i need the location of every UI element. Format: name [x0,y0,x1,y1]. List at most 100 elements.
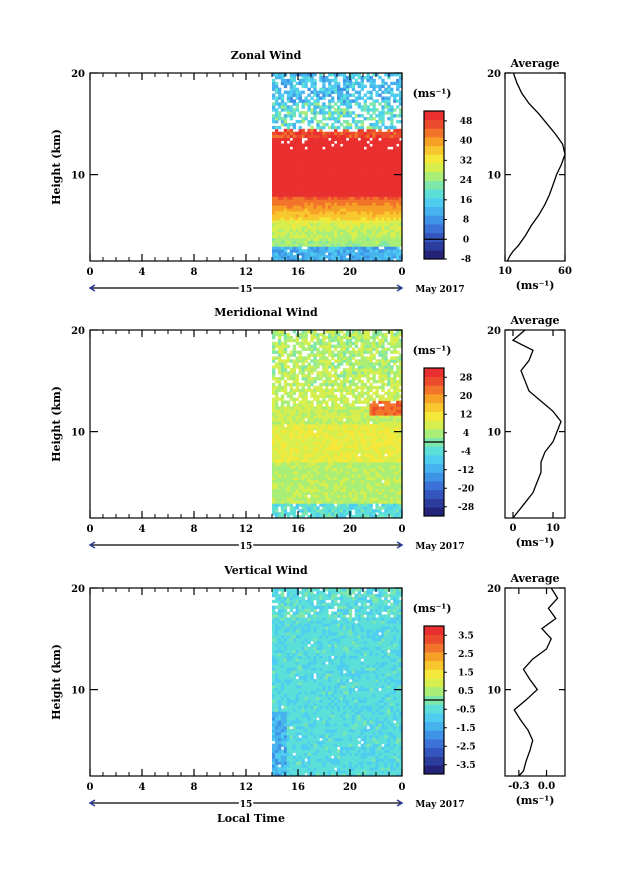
heatmap-cell [319,181,323,186]
heatmap-cell [393,482,397,487]
heatmap-cell [399,500,403,504]
heatmap-cell [354,473,359,478]
heatmap-cell [331,456,335,460]
heatmap-cell [286,344,291,349]
heatmap-cell [289,415,294,419]
heatmap-cell [331,512,335,516]
heatmap-cell [396,515,400,519]
heatmap-cell [274,246,279,250]
heatmap-cell [322,175,326,180]
heatmap-cell [325,202,329,206]
heatmap-cell [357,391,362,396]
heatmap-cell [357,412,362,416]
heatmap-cell [342,255,347,259]
heatmap-cell [272,512,276,516]
heatmap-cell [387,409,391,413]
heatmap-cell [342,161,347,165]
heatmap-cell [316,199,320,203]
heatmap-cell [337,140,341,144]
heatmap-cell [387,237,391,241]
heatmap-cell [360,379,364,384]
heatmap-cell [334,125,338,130]
heatmap-cell [325,161,329,165]
heatmap-cell [313,435,317,440]
heatmap-cell [274,222,279,227]
heatmap-cell [295,190,299,194]
heatmap-cell [277,90,282,94]
heatmap-cell [313,90,317,94]
heatmap-cell [399,377,403,381]
heatmap-cell [375,362,379,366]
heatmap-cell [313,196,317,200]
heatmap-cell [283,429,288,434]
heatmap-cell [331,252,335,256]
heatmap-cell [283,347,288,351]
heatmap-cell [286,181,291,186]
heatmap-cell [322,491,326,495]
heatmap-cell [295,234,299,238]
heatmap-cell [348,509,353,513]
heatmap-cell [354,497,359,501]
heatmap-cell [366,149,370,153]
heatmap-cell [339,388,344,393]
heatmap-cell [378,468,382,472]
heatmap-cell [280,99,285,103]
heatmap-cell [366,359,370,363]
heatmap-cell [313,421,317,425]
heatmap-cell [289,468,294,472]
heatmap-cell [345,169,350,174]
heatmap-cell [280,146,285,150]
heatmap-cell [348,438,353,443]
heatmap-cell [292,500,297,504]
heatmap-cell [378,482,382,487]
heatmap-cell [331,368,335,372]
heatmap-cell [354,164,359,168]
heatmap-cell [295,158,299,162]
heatmap-cell [348,175,353,180]
heatmap-cell [286,438,291,443]
heatmap-cell [399,438,403,443]
heatmap-cell [345,125,350,130]
heatmap-cell [378,199,382,203]
heatmap-cell [348,353,353,357]
heatmap-cell [289,114,294,118]
heatmap-cell [292,249,297,253]
heatmap-cell [381,347,385,351]
heatmap-cell [378,181,382,186]
heatmap-cell [277,175,282,180]
heatmap-cell [280,515,285,519]
heatmap-cell [366,146,370,150]
heatmap-cell [375,476,379,481]
heatmap-cell [378,84,382,89]
heatmap-cell [304,222,308,227]
heatmap-cell [319,435,323,440]
heatmap-cell [384,152,388,156]
heatmap-cell [298,196,302,200]
heatmap-cell [304,338,308,343]
heatmap-cell [316,161,320,165]
heatmap-cell [390,435,394,440]
heatmap-cell [390,169,394,174]
heatmap-cell [396,365,400,369]
heatmap-cell [325,409,329,413]
heatmap-cell [328,503,332,507]
heatmap-cell [381,471,385,475]
heatmap-cell [360,459,364,463]
heatmap-cell [396,441,400,445]
heatmap-cell [351,214,356,218]
heatmap-cell [339,406,344,410]
heatmap-cell [307,216,311,221]
heatmap-cell [280,155,285,159]
heatmap-cell [381,243,385,247]
heatmap-cell [337,131,341,136]
heatmap-cell [313,503,317,507]
heatmap-cell [342,421,347,425]
heatmap-cell [354,509,359,513]
heatmap-cell [342,494,347,498]
heatmap-cell [283,503,288,507]
heatmap-cell [396,412,400,416]
heatmap-cell [301,81,305,86]
heatmap-cell [372,125,376,130]
heatmap-cell [289,161,294,165]
